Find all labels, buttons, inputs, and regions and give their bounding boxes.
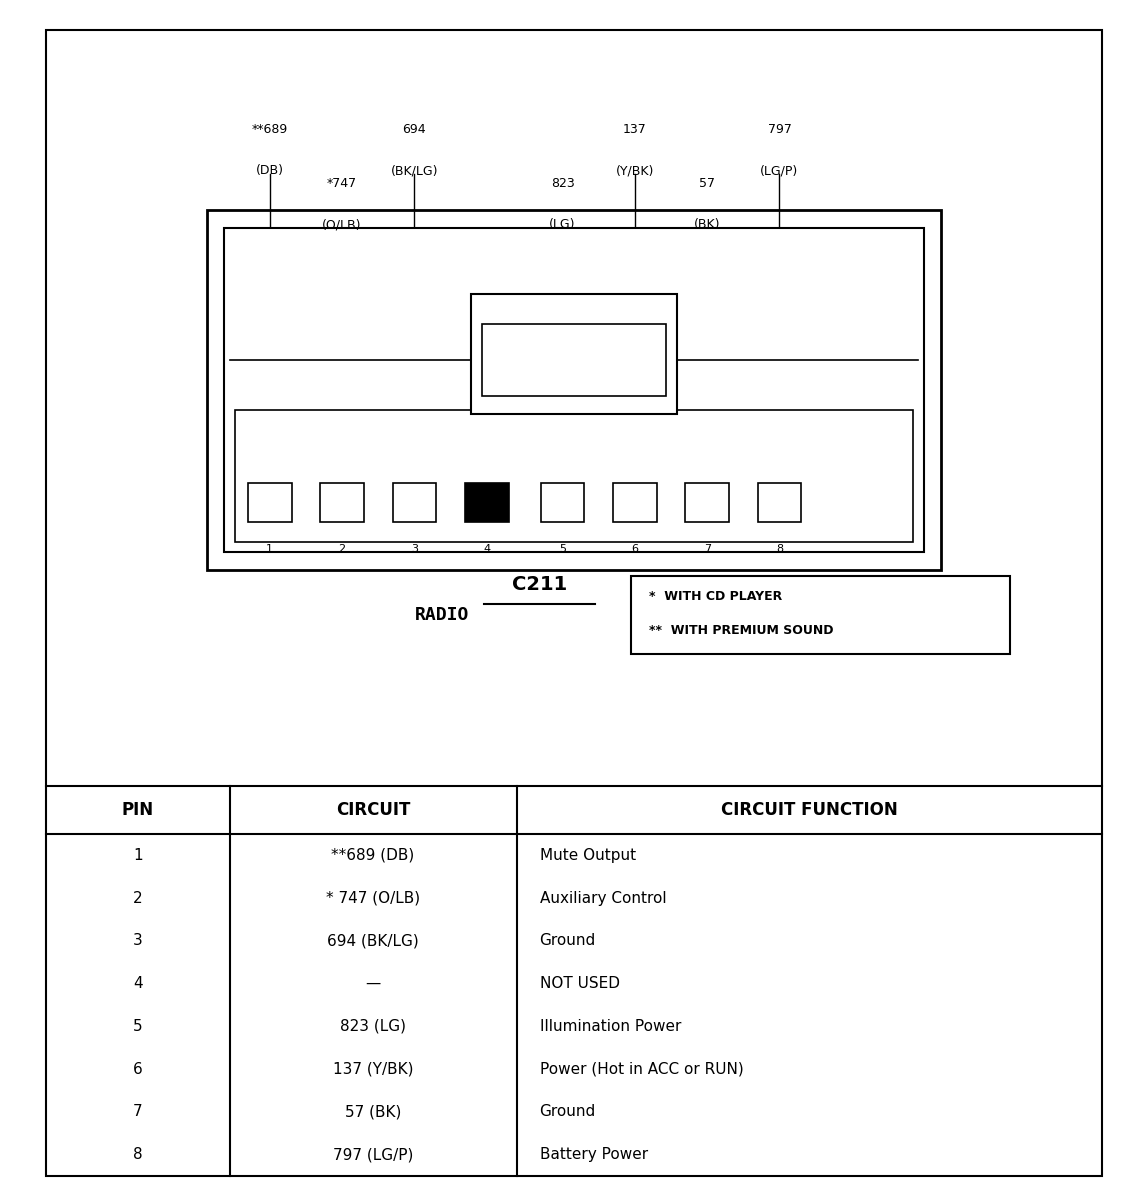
Text: (DB): (DB) — [256, 164, 284, 178]
Text: 8: 8 — [776, 544, 783, 553]
Text: 3: 3 — [133, 934, 142, 948]
Text: Power (Hot in ACC or RUN): Power (Hot in ACC or RUN) — [540, 1062, 743, 1076]
Text: 823: 823 — [551, 176, 574, 190]
Text: —: — — [365, 976, 381, 991]
Bar — [685, 484, 729, 522]
Text: *747: *747 — [327, 176, 357, 190]
Text: 2: 2 — [339, 544, 346, 553]
Text: 137 (Y/BK): 137 (Y/BK) — [333, 1062, 413, 1076]
Text: 6: 6 — [133, 1062, 142, 1076]
Text: 3: 3 — [411, 544, 418, 553]
Bar — [613, 484, 657, 522]
Text: (Y/BK): (Y/BK) — [615, 164, 654, 178]
Text: CIRCUIT FUNCTION: CIRCUIT FUNCTION — [721, 802, 898, 820]
Text: Battery Power: Battery Power — [540, 1147, 647, 1162]
Text: RADIO: RADIO — [414, 606, 470, 624]
Text: (BK): (BK) — [693, 218, 721, 232]
Text: CIRCUIT: CIRCUIT — [336, 802, 410, 820]
Text: 694: 694 — [403, 122, 426, 136]
Bar — [631, 576, 1010, 654]
Text: * 747 (O/LB): * 747 (O/LB) — [326, 890, 420, 906]
Text: *  WITH CD PLAYER: * WITH CD PLAYER — [649, 590, 782, 604]
Text: Ground: Ground — [540, 934, 596, 948]
Text: (LG): (LG) — [549, 218, 576, 232]
Text: 6: 6 — [631, 544, 638, 553]
Text: 5: 5 — [133, 1019, 142, 1034]
Bar — [482, 324, 666, 396]
Text: **689: **689 — [251, 122, 288, 136]
Text: 4: 4 — [483, 544, 490, 553]
Text: 797: 797 — [768, 122, 791, 136]
Text: (BK/LG): (BK/LG) — [390, 164, 439, 178]
Text: 7: 7 — [133, 1104, 142, 1120]
Bar — [207, 210, 941, 570]
Bar — [393, 484, 436, 522]
Text: Illumination Power: Illumination Power — [540, 1019, 681, 1034]
Bar — [541, 484, 584, 522]
Text: **  WITH PREMIUM SOUND: ** WITH PREMIUM SOUND — [649, 624, 833, 637]
Text: **689 (DB): **689 (DB) — [332, 848, 414, 863]
Text: 7: 7 — [704, 544, 711, 553]
Bar — [248, 484, 292, 522]
Text: 694 (BK/LG): 694 (BK/LG) — [327, 934, 419, 948]
Text: PIN: PIN — [122, 802, 154, 820]
Bar — [471, 294, 677, 414]
Text: 1: 1 — [266, 544, 273, 553]
Text: Ground: Ground — [540, 1104, 596, 1120]
Text: 797 (LG/P): 797 (LG/P) — [333, 1147, 413, 1162]
Text: 137: 137 — [623, 122, 646, 136]
Bar — [320, 484, 364, 522]
Bar — [758, 484, 801, 522]
Text: 2: 2 — [133, 890, 142, 906]
Text: 57 (BK): 57 (BK) — [344, 1104, 402, 1120]
Bar — [224, 228, 924, 552]
Text: (LG/P): (LG/P) — [760, 164, 799, 178]
Text: 57: 57 — [699, 176, 715, 190]
Text: 4: 4 — [133, 976, 142, 991]
Text: 5: 5 — [559, 544, 566, 553]
Text: NOT USED: NOT USED — [540, 976, 620, 991]
Bar — [235, 410, 913, 542]
Bar — [465, 484, 509, 522]
Text: 1: 1 — [133, 848, 142, 863]
Text: 8: 8 — [133, 1147, 142, 1162]
Text: Auxiliary Control: Auxiliary Control — [540, 890, 666, 906]
Text: (O/LB): (O/LB) — [323, 218, 362, 232]
Text: 823 (LG): 823 (LG) — [340, 1019, 406, 1034]
Text: Mute Output: Mute Output — [540, 848, 636, 863]
Text: C211: C211 — [512, 575, 567, 594]
